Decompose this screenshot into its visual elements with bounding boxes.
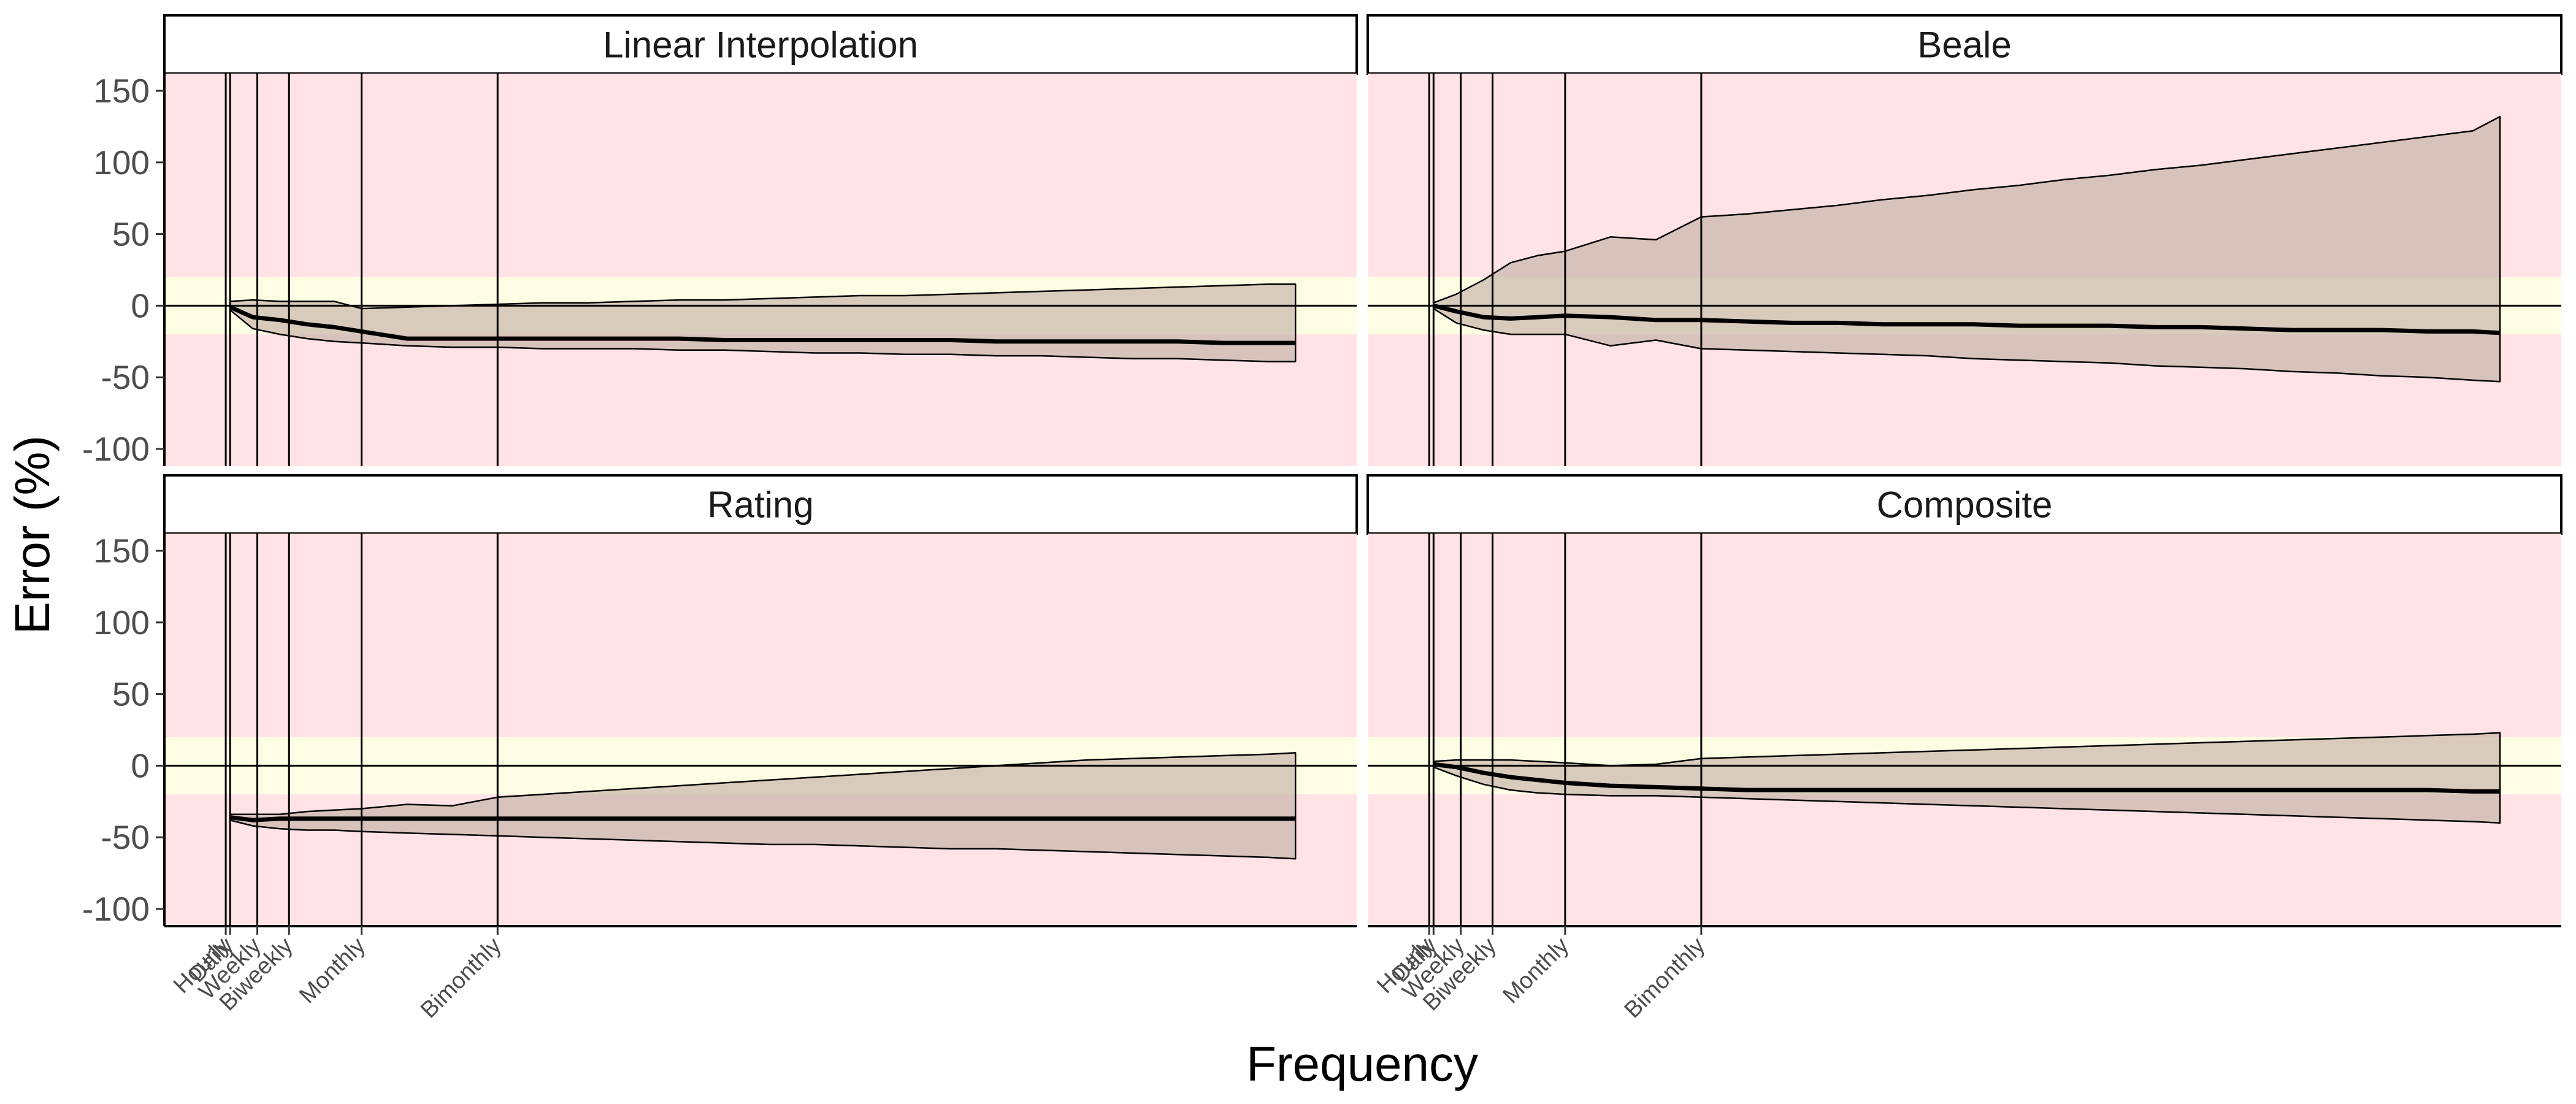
x-tick-label-monthly: Monthly — [294, 933, 370, 1009]
facet-strip — [163, 14, 1358, 75]
error-band-outer — [164, 534, 1357, 926]
median-error-line — [1433, 304, 2501, 335]
y-tick-label: 150 — [93, 72, 150, 110]
x-axis-title: Frequency — [1246, 1037, 1478, 1091]
facet-title: Composite — [1877, 485, 2053, 526]
facet-strip — [1367, 474, 2563, 535]
y-tick-label: 0 — [131, 286, 150, 324]
facet-title: Beale — [1917, 25, 2011, 66]
y-tick-label: 50 — [112, 675, 150, 713]
median-error-line — [1433, 762, 2501, 794]
y-tick-label: 100 — [93, 604, 150, 642]
x-tick-label-monthly: Monthly — [1498, 933, 1574, 1009]
facet-panel-rating: Rating-100-50050100150HourlyDailyWeeklyB… — [82, 474, 1358, 1024]
facet-grid: Linear Interpolation -100 -50 0 50 100 150 Beal… — [82, 14, 2563, 1024]
y-tick-label: 100 — [93, 144, 150, 182]
facet-title: Rating — [707, 485, 813, 526]
error-band-outer — [1368, 534, 2561, 926]
y-tick-label: 150 — [93, 532, 150, 570]
y-tick-label: -100 — [82, 430, 150, 468]
facet-strip — [163, 474, 1358, 535]
y-axis-title: Error (%) — [5, 435, 59, 634]
facet-panel-composite: CompositeHourlyDailyWeeklyBiweeklyMonthl… — [1367, 474, 2563, 1024]
facet-panel-linear-interpolation: Linear Interpolation -100 -50 0 50 100 150 — [82, 14, 1358, 468]
y-tick-label: -50 — [101, 358, 150, 396]
y-tick-label: 50 — [112, 215, 150, 253]
y-tick-label: 0 — [131, 746, 150, 784]
y-tick-label: -100 — [82, 890, 150, 928]
x-tick-label-bimonthly: Bimonthly — [1620, 933, 1711, 1024]
median-error-line — [229, 305, 1296, 345]
facet-title: Linear Interpolation — [603, 25, 918, 66]
y-tick-label: -50 — [101, 818, 150, 856]
error-band-outer — [164, 74, 1357, 466]
facet-panel-beale: Beale — [1367, 14, 2563, 466]
x-tick-label-bimonthly: Bimonthly — [416, 933, 507, 1024]
median-error-line — [229, 815, 1296, 822]
